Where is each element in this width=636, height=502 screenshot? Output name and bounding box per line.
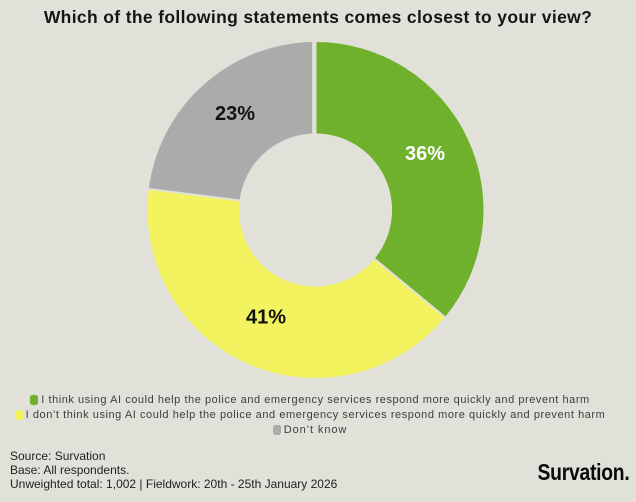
svg-text:41%: 41% <box>246 307 286 329</box>
svg-text:36%: 36% <box>405 143 445 165</box>
svg-text:23%: 23% <box>215 103 255 125</box>
